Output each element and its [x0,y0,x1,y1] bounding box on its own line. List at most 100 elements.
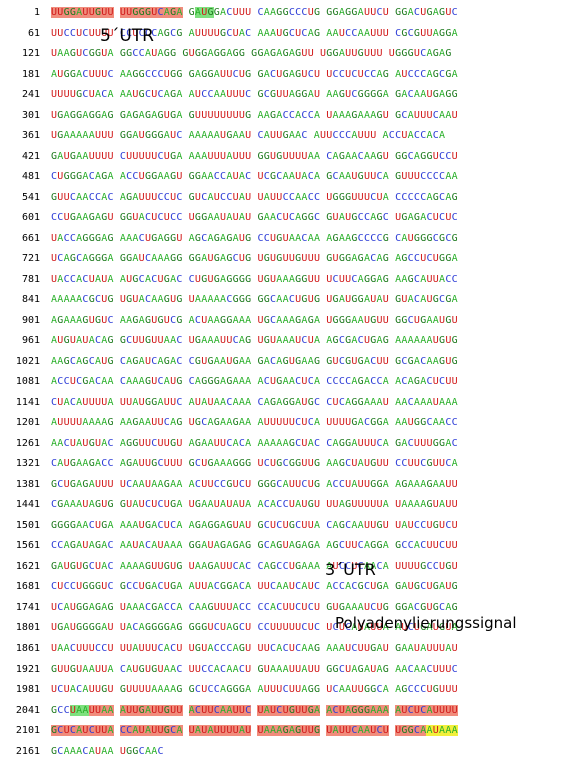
position-number: 361 [21,130,40,142]
position-number: 1141 [15,396,40,408]
sequence-text: UCAGCAGGGA GGAUCAAAGG GGAUGAGCUG UGUGUUG… [51,253,458,265]
sequence-text: AUGUAUACAG GCUUGUUAAC UGAAAUUCAG UGUAAAU… [51,335,458,347]
position-number: 841 [21,294,40,306]
position-number: 1861 [15,642,40,654]
position-number: 121 [21,48,40,60]
sequence-text: UUUUGCUACA AAUGCUCAGA AUCCAAUUUC GCGUUAG… [51,89,458,101]
sequence-row: 1801 UGAUGGGGAU UACAGGGGAG GGGUCUAGCU CCU… [0,618,582,639]
sequence-text: AUGGACUUUC AAGGCCCUGG GAGGAUUCUG GACUGAG… [51,68,458,80]
sequence-text: AAAAACGCUG UGUACAAGUG UAAAAACGGG GGCAACU… [51,294,458,306]
sequence-row: 901 AGAAAGUGUC AAGAGUGUCG ACUAAGGAAA UGCA… [0,311,582,332]
sequence-row: 1561 CCAGAUAGAC AAUACAUAAA GGAUAGAGAG GCA… [0,536,582,557]
sequence-text: UGAAAAAUUU GGAUGGGAUC AAAAAUGAAU CAUUGAA… [51,130,446,142]
sequence-text: AAGCAGCAUG CAGAUCAGAC CGUGAAUGAA GACAGUG… [51,355,458,367]
position-number: 901 [21,314,40,326]
position-number: 1741 [15,601,40,613]
position-number: 2101 [15,725,40,737]
position-number: 481 [21,171,40,183]
sequence-row: 721 UCAGCAGGGA GGAUCAAAGG GGAUGAGCUG UGUG… [0,249,582,270]
sequence-row: 181 AUGGACUUUC AAGGCCCUGG GAGGAUUCUG GACU… [0,65,582,86]
sequence-row: 241 UUUUGCUACA AAUGCUCAGA AUCCAAUUUC GCGU… [0,85,582,106]
sequence-text: GUUGUAAUUA CAUGUGUAAC UUCCACAACU GUAAAUU… [51,663,458,675]
sequence-row: 61 UUCCUCUUUU CCUCCCAGCG AUUUUGCUAC AAAUG… [0,24,582,45]
sequence-row: 1501 GGGGAACUGA AAAUGACUCA AGAGGAGUAU GCU… [0,516,582,537]
sequence-text: UAAGUCGGUA GGCCAUAGG GUGGAGGAGG GGAGAGAG… [51,48,452,60]
position-number: 61 [27,27,40,39]
sequence-text: UGAGGAGGAG GAGAGAGUGA GUUUUUUUUG AAGACCA… [51,109,458,121]
sequence-row: 841 AAAAACGCUG UGUACAAGUG UAAAAACGGG GGCA… [0,290,582,311]
sequence-text: UUCCUCUUUU CCUCCCAGCG AUUUUGCUAC AAAUGCU… [51,27,458,39]
sequence-text: AGAAAGUGUC AAGAGUGUCG ACUAAGGAAA UGCAAAG… [51,314,458,326]
position-number: 1 [33,7,40,18]
sequence-text: AACUAUGUAC AGGUUCUUGU AGAAUUCACA AAAAAGC… [51,437,458,449]
sequence-text: CGAAAUAGUG GUAUCUCUGA UGAAUAUAUA ACACCUA… [51,499,458,511]
position-number: 2161 [15,745,40,757]
sequence-text: UGAUGGGGAU UACAGGGGAG GGGUCUAGCU CCUUUUU… [51,622,458,634]
sequence-text: CCAGAUAGAC AAUACAUAAA GGAUAGAGAG GCAGUAG… [51,540,458,552]
position-number: 721 [21,253,40,265]
sequence-text: CUACAUUUUA UUAUGGAUUC AUAUAACAAA CAGAGGA… [51,396,458,408]
position-number: 1081 [15,376,40,388]
sequence-row: 1081 ACCUCGACAA CAAAGUCAUG CAGGGAGAAA ACU… [0,372,582,393]
position-number: 421 [21,150,40,162]
position-number: 1321 [15,458,40,470]
sequence-text: CUGGGACAGA ACCUGGAAGU GGAACCAUAC UCGCAAU… [51,171,458,183]
position-number: 781 [21,273,40,285]
sequence-row: 2041 GCCUAAUUAA AUUGAUUGUU ACUUCAAUUC UAU… [0,701,582,722]
sequence-listing: 1 UUGGAUUGUU UUGGGUCAGA GAUGGACUUU CAAGGC… [0,3,582,762]
position-number: 1381 [15,478,40,490]
sequence-row: 2161 GCAAACAUAA UGGCAAC [0,742,582,762]
position-number: 1981 [15,684,40,696]
five-utr-label: 5´UTR [100,26,154,46]
position-number: 661 [21,232,40,244]
sequence-text: UAACUUUCCU UUAUUUCACU UGUACCCAGU UUCACUC… [51,642,458,654]
sequence-row: 661 UACCAGGGAG AAACUGAGGU AGCAGAGAUG CCUG… [0,229,582,250]
position-number: 2041 [15,704,40,716]
sequence-text: UACCACUAUA AUGCACUGAC CUGUGAGGGG UGUAAAG… [51,273,458,285]
sequence-text: CUCCUGGGUC GCCUGACUGA AUUACGGACA UUCAAUC… [51,581,458,593]
sequence-row: 121 UAAGUCGGUA GGCCAUAGG GUGGAGGAGG GGAGA… [0,44,582,65]
sequence-row: 2101 GCUCAUCUUA CCAUAUUGCA UAUAUUUUAU UAA… [0,721,582,742]
sequence-row: 1741 UCAUGGAGAG UAAACGACCA CAAGUUUACC CCA… [0,598,582,619]
sequence-text: GGGGAACUGA AAAUGACUCA AGAGGAGUAU GCUCUGC… [51,519,458,531]
sequence-row: 781 UACCACUAUA AUGCACUGAC CUGUGAGGGG UGUA… [0,270,582,291]
sequence-text: GCCUAAUUAA AUUGAUUGUU ACUUCAAUUC UAUCUGU… [51,704,458,716]
sequence-row: 1981 UCUACAUUGU GUUUUAAAAG GCUCCAGGGA AUU… [0,680,582,701]
sequence-row: 1621 GAUGUGCUAC AAAAGUUGUG UAAGAUUCAC CAG… [0,557,582,578]
sequence-row: 1321 CAUGAAGACC AGAUUGCUUU GCUGAAAGGG UCU… [0,454,582,475]
three-utr-label: 3´UTR [325,560,376,579]
sequence-text: GAUGAAUUUU CUUUUUCUGA AAAUUUAUUU GGUGUUU… [51,150,458,162]
sequence-row: 1021 AAGCAGCAUG CAGAUCAGAC CGUGAAUGAA GAC… [0,352,582,373]
sequence-row: 1441 CGAAAUAGUG GUAUCUCUGA UGAAUAUAUA ACA… [0,495,582,516]
position-number: 961 [21,335,40,347]
position-number: 241 [21,89,40,101]
position-number: 1801 [15,622,40,634]
sequence-row: 541 GUUCAACCAC AGAUUUCCUC GUCAUCCUAU UAUU… [0,188,582,209]
position-number: 1561 [15,540,40,552]
polyadenylation-signal-label: Polyadenylierungssignal [335,614,517,632]
position-number: 541 [21,191,40,203]
sequence-row: 1681 CUCCUGGGUC GCCUGACUGA AUUACGGACA UUC… [0,577,582,598]
sequence-text: UACCAGGGAG AAACUGAGGU AGCAGAGAUG CCUGUAA… [51,232,458,244]
position-number: 1021 [15,355,40,367]
sequence-row: 481 CUGGGACAGA ACCUGGAAGU GGAACCAUAC UCGC… [0,167,582,188]
sequence-text: AUUUUAAAAG AAGAAUUCAG UGCAGAAGAA AUUUUUC… [51,417,458,429]
position-number: 301 [21,109,40,121]
position-number: 1261 [15,437,40,449]
sequence-row: 1 UUGGAUUGUU UUGGGUCAGA GAUGGACUUU CAAGGC… [0,3,582,24]
sequence-text: UCAUGGAGAG UAAACGACCA CAAGUUUACC CCACUUC… [51,601,458,613]
sequence-row: 1141 CUACAUUUUA UUAUGGAUUC AUAUAACAAA CAG… [0,393,582,414]
sequence-text: ACCUCGACAA CAAAGUCAUG CAGGGAGAAA ACUGAAC… [51,376,458,388]
sequence-row: 421 GAUGAAUUUU CUUUUUCUGA AAAUUUAUUU GGUG… [0,147,582,168]
sequence-text: CCUGAAGAGU GGUACUCUCC UGGAAUAUAU GAACUCA… [51,212,458,224]
sequence-row: 1381 GCUGAGAUUU UCAAUAAGAA ACUUCCGUCU GGG… [0,475,582,496]
sequence-text: GCAAACAUAA UGGCAAC [51,745,164,757]
sequence-row: 301 UGAGGAGGAG GAGAGAGUGA GUUUUUUUUG AAGA… [0,106,582,127]
sequence-text: GCUGAGAUUU UCAAUAAGAA ACUUCCGUCU GGGCAUU… [51,478,458,490]
position-number: 1501 [15,519,40,531]
position-number: 1201 [15,417,40,429]
position-number: 1621 [15,560,40,572]
sequence-text: GAUGUGCUAC AAAAGUUGUG UAAGAUUCAC CAGCCUG… [51,560,458,572]
sequence-text: UCUACAUUGU GUUUUAAAAG GCUCCAGGGA AUUUCUU… [51,684,458,696]
position-number: 181 [21,68,40,80]
